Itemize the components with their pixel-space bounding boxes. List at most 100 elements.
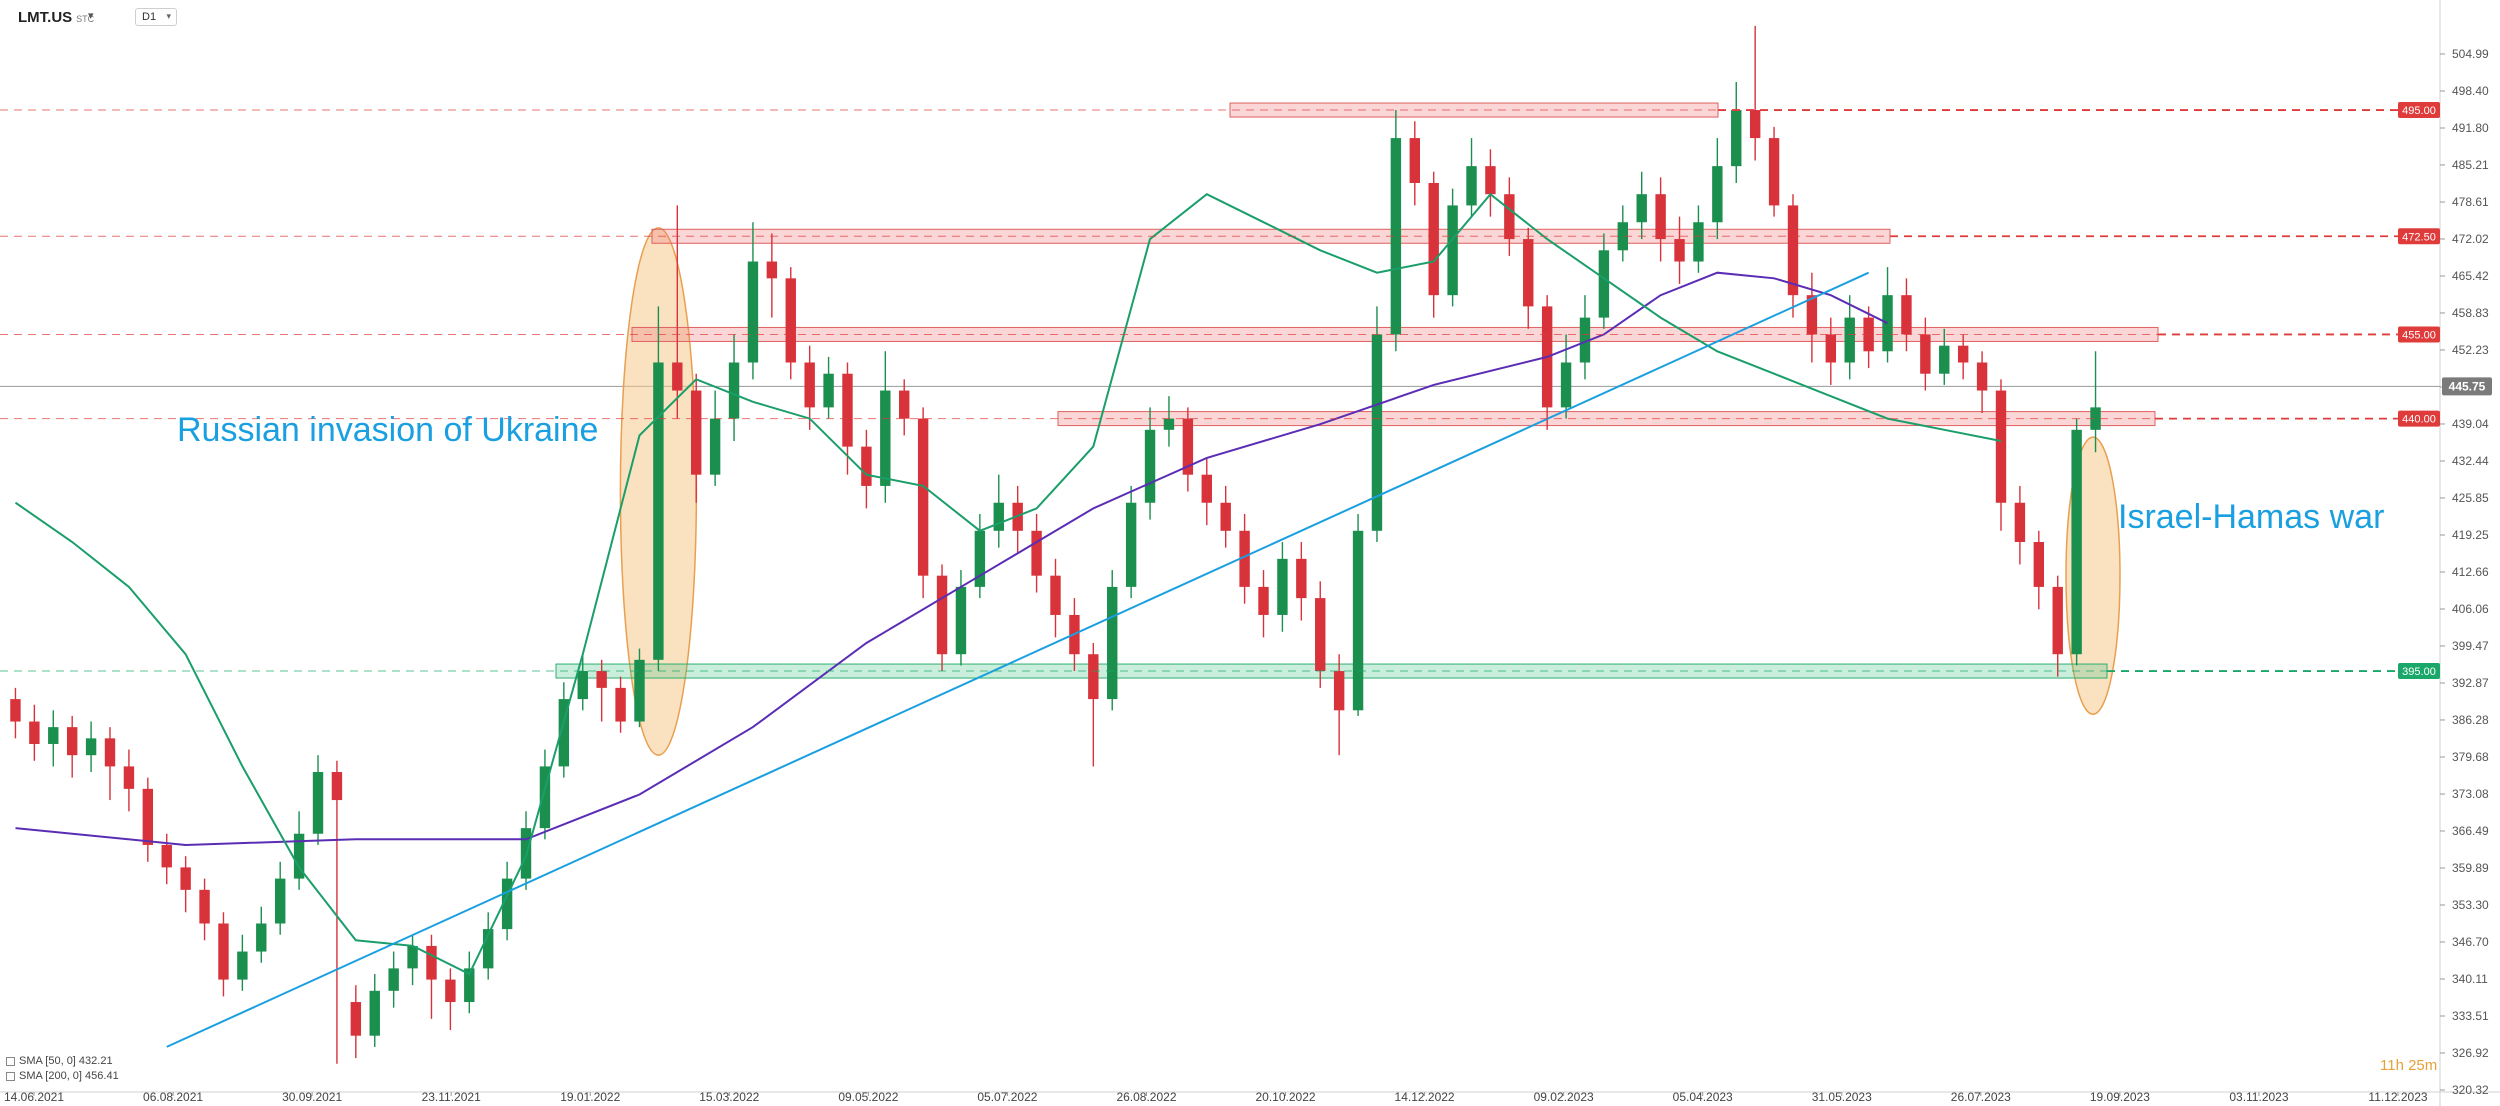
candle-body — [142, 788, 154, 845]
candle-body — [861, 446, 872, 486]
candle-body — [1712, 166, 1723, 223]
legend-sma200[interactable]: SMA [200, 0] 456.41 — [6, 1069, 119, 1084]
candle-body — [1957, 345, 1969, 363]
indicator-legend: SMA [50, 0] 432.21 SMA [200, 0] 456.41 — [6, 1054, 119, 1084]
candle-body — [1088, 654, 1099, 700]
candle-body — [2014, 502, 2026, 543]
candle-body — [1749, 110, 1761, 139]
eye-icon[interactable] — [6, 1072, 15, 1081]
candle-body — [237, 951, 248, 980]
y-tick-label: 406.06 — [2452, 602, 2489, 616]
sr-zone — [651, 228, 1891, 244]
candle-body — [804, 362, 815, 408]
candle-body — [785, 278, 796, 363]
x-tick-label: 26.07.2023 — [1951, 1090, 2011, 1104]
candle-body — [10, 699, 21, 722]
x-tick-label: 19.09.2023 — [2090, 1090, 2150, 1104]
y-tick-label: 373.08 — [2452, 787, 2489, 801]
candle-body — [955, 586, 967, 655]
x-tick-label: 05.04.2023 — [1673, 1090, 1733, 1104]
candle-body — [1371, 334, 1383, 531]
chevron-down-icon: ▾ — [166, 11, 171, 21]
candle-body — [180, 867, 191, 890]
candle-body — [2033, 542, 2045, 587]
y-tick-label: 432.44 — [2452, 454, 2489, 468]
timeframe-value: D1 — [142, 11, 157, 23]
candle-body — [1107, 586, 1118, 700]
x-tick-label: 15.03.2022 — [699, 1090, 759, 1104]
annotation-ukraine: Russian invasion of Ukraine — [177, 411, 598, 449]
candle-body — [1409, 138, 1420, 183]
candle-body — [1201, 474, 1212, 503]
candle-body — [1031, 530, 1042, 576]
candle-body — [66, 727, 78, 756]
y-tick-label: 379.68 — [2452, 750, 2489, 764]
candle-body — [1806, 295, 1818, 335]
candle-body — [2052, 586, 2063, 655]
candle-body — [728, 362, 740, 419]
y-tick-label: 419.25 — [2452, 528, 2489, 542]
y-tick-label: 353.30 — [2452, 898, 2489, 912]
candle-body — [369, 990, 380, 1036]
y-tick-label: 340.11 — [2452, 972, 2488, 986]
candle-body — [104, 738, 116, 767]
x-tick-label: 05.07.2022 — [977, 1090, 1037, 1104]
candle-body — [899, 390, 910, 419]
symbol-label[interactable]: LMT.US STC — [18, 9, 94, 26]
candle-body — [993, 502, 1004, 531]
candle-body — [823, 373, 834, 408]
candle-body — [350, 1002, 362, 1036]
candle-body — [123, 766, 135, 789]
eye-icon[interactable] — [6, 1057, 15, 1066]
candle-body — [1523, 239, 1534, 307]
candle-body — [161, 844, 172, 868]
sr-zones — [555, 102, 2159, 679]
y-tick-label: 465.42 — [2452, 269, 2489, 283]
level-label: 395.00 — [2402, 666, 2436, 678]
candle-body — [1995, 390, 2007, 503]
candle-body — [1787, 205, 1799, 296]
current-price-label: 445.75 — [2449, 379, 2486, 393]
timeframe-select[interactable]: D1 ▾ — [135, 8, 177, 26]
y-tick-label: 399.47 — [2452, 639, 2489, 653]
x-tick-label: 31.05.2023 — [1812, 1090, 1872, 1104]
level-badge — [2398, 326, 2440, 343]
candle-body — [1390, 138, 1402, 335]
candle-body — [1485, 166, 1496, 195]
candle-body — [1901, 295, 1912, 335]
y-tick-label: 392.87 — [2452, 676, 2489, 690]
level-badge — [2398, 663, 2440, 680]
candle-body — [464, 968, 475, 1003]
candle-body — [1296, 558, 1307, 599]
y-tick-label: 478.61 — [2452, 195, 2489, 209]
candle-body — [1693, 222, 1704, 262]
candle-body — [1220, 502, 1231, 531]
candle-body — [1163, 418, 1175, 430]
y-tick-label: 366.49 — [2452, 824, 2489, 838]
candle-body — [1731, 110, 1742, 167]
level-label: 440.00 — [2402, 414, 2436, 426]
symbol-dropdown-icon[interactable]: ▾ — [88, 10, 94, 22]
y-tick-label: 326.92 — [2452, 1046, 2489, 1060]
candle-body — [539, 766, 551, 829]
level-label: 455.00 — [2402, 329, 2436, 341]
candle-body — [1598, 250, 1610, 318]
candle-body — [615, 687, 626, 722]
candle-body — [1333, 671, 1345, 711]
candle-body — [426, 945, 437, 980]
y-tick-label: 504.99 — [2452, 47, 2489, 61]
candle-body — [407, 945, 418, 969]
y-tick-label: 452.23 — [2452, 343, 2489, 357]
x-tick-label: 14.06.2021 — [4, 1090, 64, 1104]
candle-body — [1504, 194, 1515, 240]
legend-sma50-label: SMA [50, 0] 432.21 — [19, 1055, 113, 1067]
trend-line — [166, 271, 1870, 1048]
candle-body — [1882, 295, 1893, 352]
candle-body — [1050, 575, 1061, 615]
legend-sma50[interactable]: SMA [50, 0] 432.21 — [6, 1054, 119, 1069]
candle-body — [1939, 345, 1950, 374]
candle-body — [842, 373, 853, 447]
legend-sma200-label: SMA [200, 0] 456.41 — [19, 1070, 119, 1082]
